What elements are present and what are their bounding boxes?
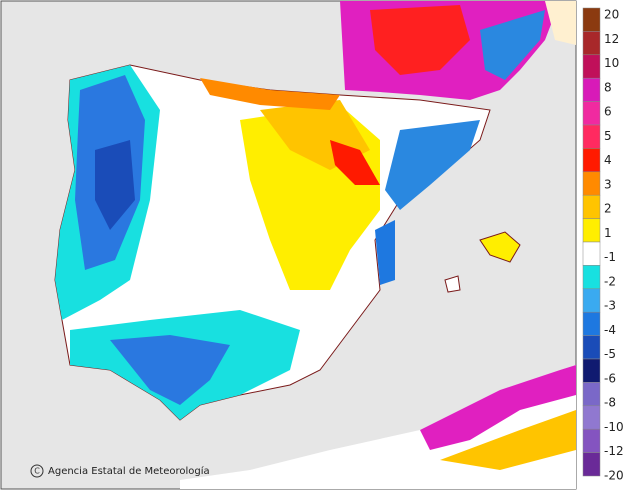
legend-swatch: [582, 124, 601, 149]
legend-label: 6: [604, 105, 612, 119]
legend-swatch: [582, 7, 601, 32]
legend-label: 2: [604, 202, 612, 216]
legend-swatch: [582, 311, 601, 336]
legend-label: -12: [604, 444, 624, 458]
legend-label: 5: [604, 129, 612, 143]
france-warm: [370, 5, 470, 75]
northeast-cool: [385, 120, 480, 210]
legend-swatch: [582, 335, 601, 360]
france-cool: [480, 10, 545, 80]
west-colder: [95, 140, 135, 230]
legend-label: -8: [604, 396, 616, 410]
legend-swatch: [582, 428, 601, 453]
legend-label: -3: [604, 299, 616, 313]
africa-hot: [420, 365, 576, 450]
legend-swatch: [582, 405, 601, 430]
legend-label: -6: [604, 371, 616, 385]
legend-label: -10: [604, 420, 624, 434]
legend-label: 20: [604, 8, 619, 22]
legend-label: -2: [604, 274, 616, 288]
legend-label: 8: [604, 80, 612, 94]
ebro-hot: [330, 140, 380, 185]
copyright-icon: [30, 464, 44, 478]
attribution: Agencia Estatal de Meteorología: [48, 465, 210, 477]
legend-label: -1: [604, 250, 616, 264]
legend-label: -20: [604, 469, 624, 483]
copyright-letter: C: [34, 467, 40, 476]
legend-swatch: [582, 171, 601, 196]
valencia-cool: [375, 220, 395, 285]
legend-label: -4: [604, 323, 616, 337]
africa-warm: [440, 410, 576, 470]
balearic-island: [444, 275, 461, 293]
legend-swatch: [582, 31, 601, 56]
legend-swatch: [582, 265, 601, 290]
legend-label: 4: [604, 153, 612, 167]
legend-swatch: [582, 148, 601, 173]
legend-label: -5: [604, 347, 616, 361]
legend-swatch: [582, 218, 601, 243]
legend-swatch: [582, 288, 601, 313]
legend-swatch: [582, 101, 601, 126]
legend-swatch: [582, 77, 601, 102]
france-east: [545, 1, 576, 45]
legend-label: 3: [604, 177, 612, 191]
legend-swatch: [582, 241, 601, 266]
legend-swatch: [582, 452, 601, 477]
cantabria-hot: [200, 78, 340, 110]
south-cold: [110, 335, 230, 405]
legend-swatch: [582, 194, 601, 219]
legend: 20 12 10 8 6 5 4 3 2 1 -1 -2 -3 -4 -5 -6 -8 -10 -12 -20: [582, 7, 624, 483]
legend-swatch: [582, 54, 601, 79]
legend-swatch: [582, 382, 601, 407]
legend-label: 12: [604, 32, 619, 46]
legend-swatch: [582, 358, 601, 383]
balearic-island: [479, 231, 521, 263]
legend-label: 10: [604, 56, 619, 70]
legend-label: 1: [604, 226, 612, 240]
